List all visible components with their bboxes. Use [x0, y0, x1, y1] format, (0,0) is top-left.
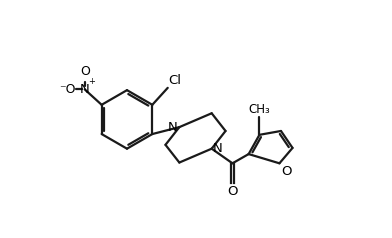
- Text: ⁻O: ⁻O: [59, 83, 76, 96]
- Text: CH₃: CH₃: [249, 103, 270, 116]
- Text: N: N: [168, 121, 178, 134]
- Text: N: N: [213, 142, 223, 155]
- Text: O: O: [282, 165, 292, 178]
- Text: O: O: [80, 65, 90, 78]
- Text: N: N: [80, 83, 90, 96]
- Text: O: O: [227, 185, 238, 198]
- Text: Cl: Cl: [169, 74, 181, 87]
- Text: +: +: [89, 77, 95, 85]
